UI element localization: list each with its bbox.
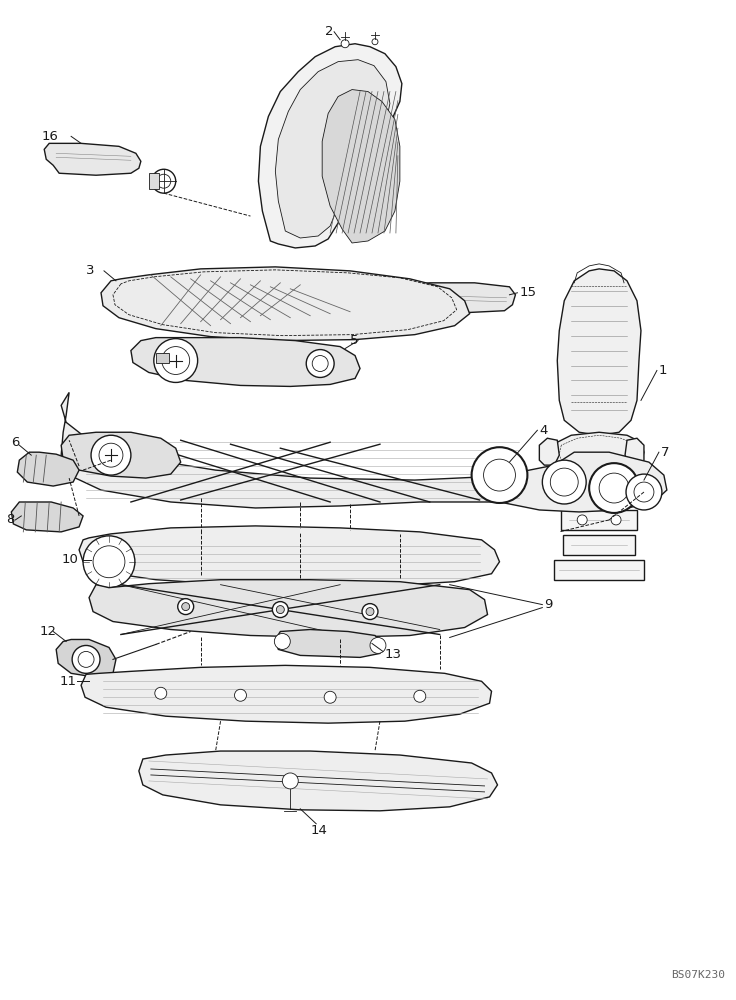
Circle shape [91,435,131,475]
Polygon shape [554,432,644,478]
Text: 6: 6 [11,436,20,449]
Polygon shape [11,502,83,532]
Circle shape [414,690,426,702]
Circle shape [275,633,290,649]
Circle shape [283,773,298,789]
Polygon shape [322,90,400,243]
Text: 13: 13 [385,648,402,661]
Circle shape [72,645,100,673]
Circle shape [272,602,289,618]
Polygon shape [61,432,181,478]
Text: 10: 10 [61,553,78,566]
Circle shape [182,603,190,611]
Circle shape [634,482,654,502]
Circle shape [364,275,376,287]
Circle shape [157,174,171,188]
Polygon shape [275,630,382,657]
Circle shape [324,691,336,703]
Circle shape [177,599,194,615]
Circle shape [472,447,528,503]
Circle shape [155,687,167,699]
Circle shape [83,536,135,588]
Polygon shape [131,338,360,386]
Text: 15: 15 [520,286,537,299]
Circle shape [306,350,334,377]
Polygon shape [81,665,492,723]
Circle shape [589,463,639,513]
Polygon shape [557,269,641,435]
Circle shape [577,490,587,500]
Circle shape [312,356,328,371]
Circle shape [551,468,578,496]
Polygon shape [393,283,515,313]
Polygon shape [275,60,390,238]
Text: 14: 14 [310,824,327,837]
Circle shape [379,280,391,292]
Polygon shape [139,751,498,811]
Circle shape [235,689,247,701]
Text: 1: 1 [659,364,668,377]
Circle shape [611,490,621,500]
Text: BS07K230: BS07K230 [670,970,725,980]
Circle shape [372,39,378,45]
Circle shape [611,515,621,525]
Circle shape [276,606,284,614]
Text: 16: 16 [41,130,58,143]
Circle shape [366,608,374,616]
Circle shape [78,651,94,667]
Polygon shape [89,580,487,637]
Text: 11: 11 [59,675,76,688]
Circle shape [152,169,176,193]
Polygon shape [61,392,667,512]
Circle shape [577,515,587,525]
Polygon shape [625,438,644,465]
Polygon shape [18,452,79,486]
Circle shape [484,459,515,491]
Text: 2: 2 [325,25,333,38]
Polygon shape [44,143,141,175]
Polygon shape [149,173,159,189]
Circle shape [542,460,586,504]
Text: 9: 9 [545,598,553,611]
Circle shape [362,604,378,620]
Text: 12: 12 [39,625,56,638]
Circle shape [599,473,629,503]
Polygon shape [559,485,639,505]
Circle shape [99,443,123,467]
Circle shape [626,474,662,510]
Circle shape [162,347,190,374]
Text: 7: 7 [661,446,669,459]
Text: 4: 4 [539,424,548,437]
Circle shape [370,637,386,653]
Text: 5: 5 [350,334,358,347]
Polygon shape [56,639,116,677]
Polygon shape [562,510,637,530]
Polygon shape [554,560,644,580]
Polygon shape [79,526,500,587]
Polygon shape [156,353,169,363]
Text: 3: 3 [86,264,94,277]
Circle shape [154,339,198,382]
Circle shape [341,40,349,48]
Circle shape [93,546,125,578]
Polygon shape [101,267,470,341]
Text: 8: 8 [7,513,15,526]
Polygon shape [563,535,635,555]
Polygon shape [258,44,402,248]
Polygon shape [539,438,559,465]
